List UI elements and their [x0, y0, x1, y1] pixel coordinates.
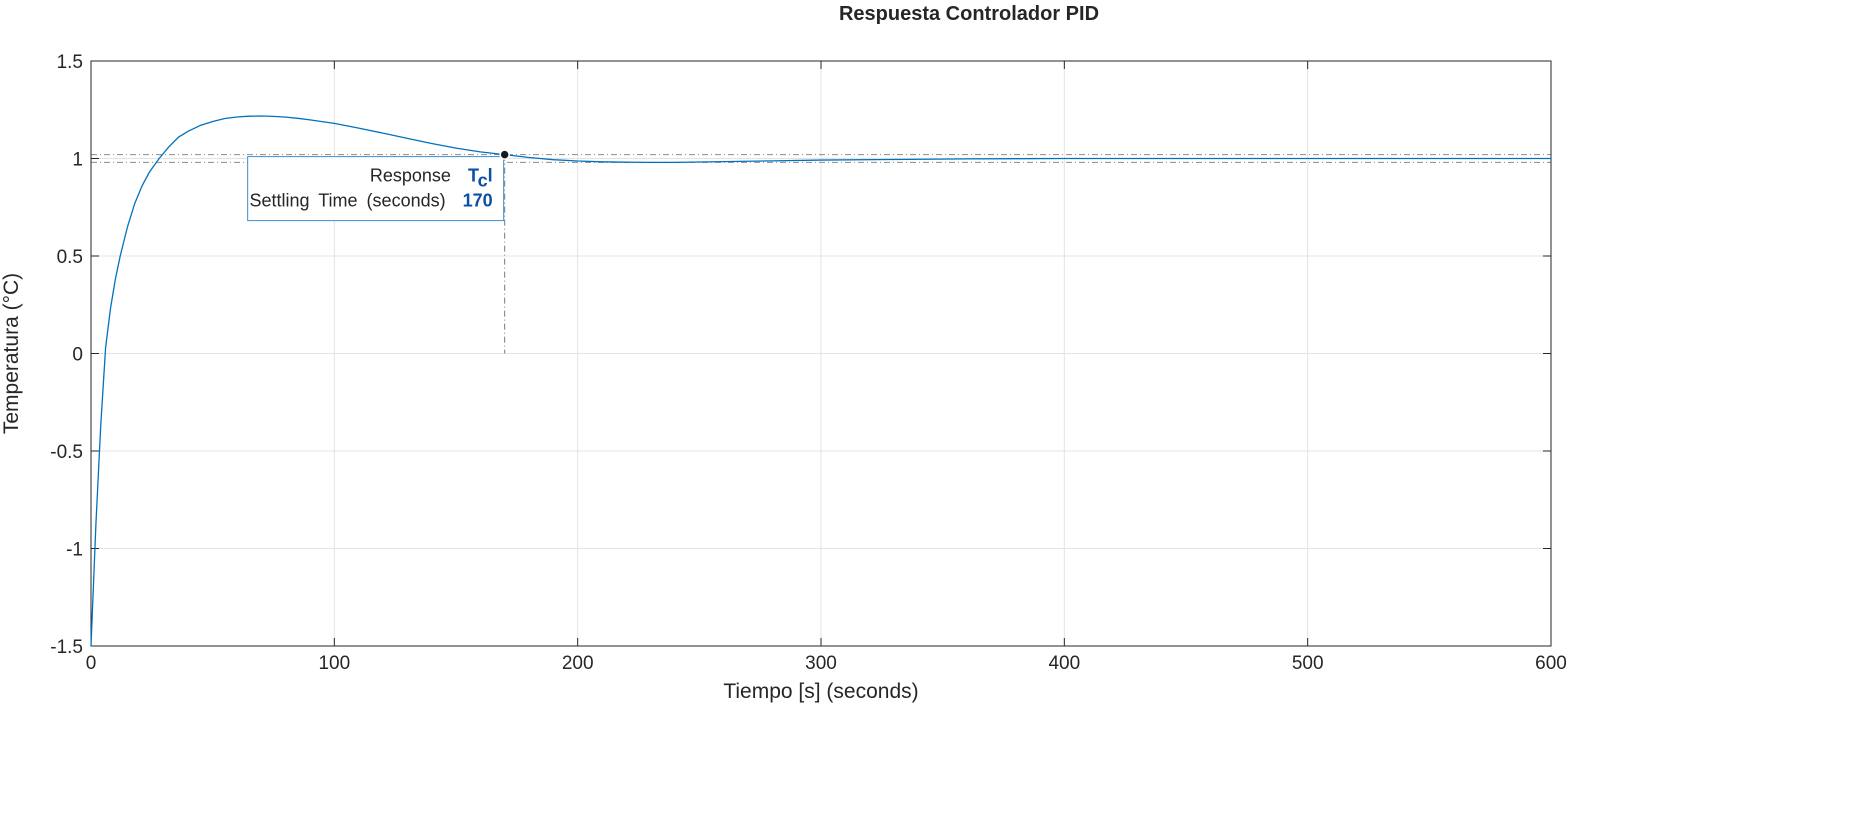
- x-tick-label: 300: [805, 653, 837, 674]
- y-tick-label: 0.5: [57, 247, 83, 268]
- x-tick-label: 0: [86, 653, 97, 674]
- y-axis-label: Temperatura (°C): [0, 273, 23, 434]
- y-tick-label: -1: [66, 540, 83, 561]
- datatip-response-label: Response: [370, 166, 451, 186]
- y-tick-label: -0.5: [50, 442, 83, 463]
- settling-time-marker-point[interactable]: [499, 149, 510, 160]
- grid-lines: [90, 60, 1552, 647]
- y-tick-label: -1.5: [50, 637, 83, 658]
- datatip-response-value-subscript: c: [478, 171, 488, 191]
- chart-title: Respuesta Controlador PID: [839, 3, 1099, 25]
- y-tick-label: 0: [72, 345, 83, 366]
- x-tick-label: 600: [1535, 653, 1567, 674]
- datatip-box: [247, 156, 505, 222]
- datatip-settling-label: Settling Time (seconds): [250, 191, 446, 211]
- x-tick-labels: 0 100 200 300 400 500 600: [86, 653, 1567, 674]
- x-tick-label: 200: [562, 653, 594, 674]
- response-line: [90, 115, 1551, 647]
- datatip-settling-row: Settling Time (seconds) 170: [250, 191, 493, 211]
- x-tick-label: 500: [1292, 653, 1324, 674]
- x-axis-label: Tiempo [s] (seconds): [723, 680, 918, 703]
- x-tick-label: 100: [318, 653, 350, 674]
- datatip-settling-value: 170: [463, 191, 493, 211]
- settling-time-datatip[interactable]: Response Tcl Settling Time (seconds) 170: [247, 156, 505, 222]
- x-tick-label: 400: [1048, 653, 1080, 674]
- y-tick-label: 1.5: [57, 52, 83, 73]
- y-tick-labels: -1.5 -1 -0.5 0 0.5 1 1.5: [50, 52, 83, 658]
- y-tick-label: 1: [72, 150, 83, 171]
- datatip-response-value: T: [468, 166, 479, 186]
- datatip-response-value-suffix: l: [488, 166, 493, 186]
- datatip-response-row: Response Tcl: [370, 166, 493, 191]
